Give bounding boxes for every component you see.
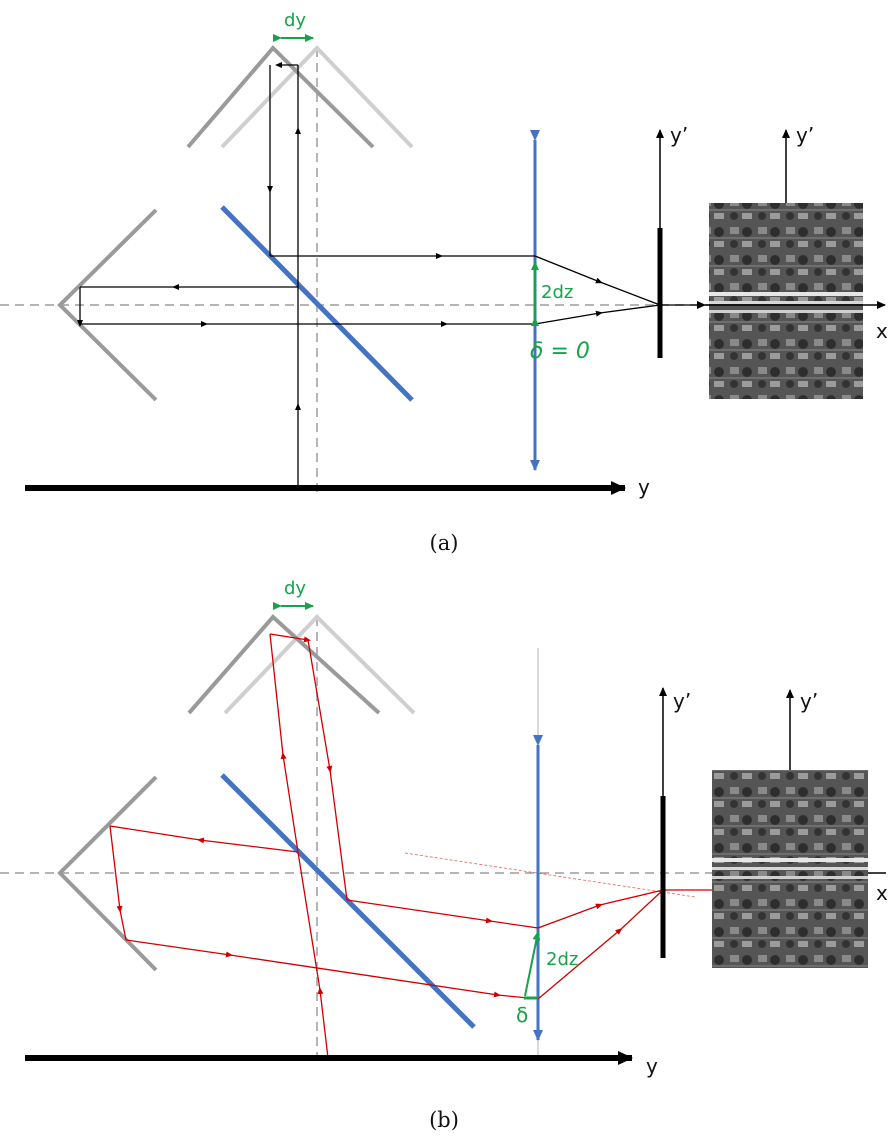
rays-a bbox=[77, 62, 706, 487]
caption-b: (b) bbox=[429, 1108, 459, 1132]
yprime-label-a-2: y’ bbox=[796, 123, 814, 147]
fringe-line bbox=[712, 876, 868, 879]
caption-a: (a) bbox=[430, 531, 459, 555]
roof-mirror-left bbox=[57, 208, 158, 402]
roof-mirror-left-b bbox=[57, 775, 158, 972]
roof-mirror-top-shifted-b bbox=[223, 614, 416, 715]
y-label-a: y bbox=[638, 475, 650, 499]
yprime-label-b-1: y’ bbox=[673, 689, 691, 713]
fringe-line bbox=[709, 292, 863, 296]
fringe-line bbox=[712, 858, 868, 862]
fringe-line bbox=[712, 867, 868, 870]
x-label-b: x bbox=[876, 881, 888, 905]
y-label-b: y bbox=[646, 1054, 658, 1078]
fringe-line bbox=[709, 301, 863, 304]
yprime-label-b-2: y’ bbox=[800, 689, 818, 713]
beam-splitter bbox=[220, 205, 414, 402]
fringe-line bbox=[709, 310, 863, 313]
dz-arrow-b bbox=[524, 931, 541, 997]
dy-label-a: dy bbox=[284, 10, 306, 31]
dy-label-b: dy bbox=[284, 578, 306, 599]
beam-splitter-b bbox=[220, 773, 476, 1029]
panel-a: 2dz δ = 0 dy y’ y’ x y (a) bbox=[0, 10, 888, 555]
dz-label-b: 2dz bbox=[546, 949, 578, 970]
delta-label-a: δ = 0 bbox=[530, 339, 590, 364]
dz-label-a: 2dz bbox=[541, 282, 573, 303]
x-label-a: x bbox=[876, 319, 888, 343]
roof-mirror-top bbox=[186, 45, 375, 149]
roof-mirror-top-shifted bbox=[220, 45, 414, 149]
panel-b: 2dz δ dy y’ y’ x y (b) bbox=[0, 578, 888, 1132]
tilted-guide-b bbox=[404, 852, 696, 898]
yprime-label-a-1: y’ bbox=[670, 123, 688, 147]
rays-b bbox=[109, 633, 761, 1059]
roof-mirror-top-b bbox=[187, 614, 381, 715]
delta-label-b: δ bbox=[516, 1003, 528, 1027]
